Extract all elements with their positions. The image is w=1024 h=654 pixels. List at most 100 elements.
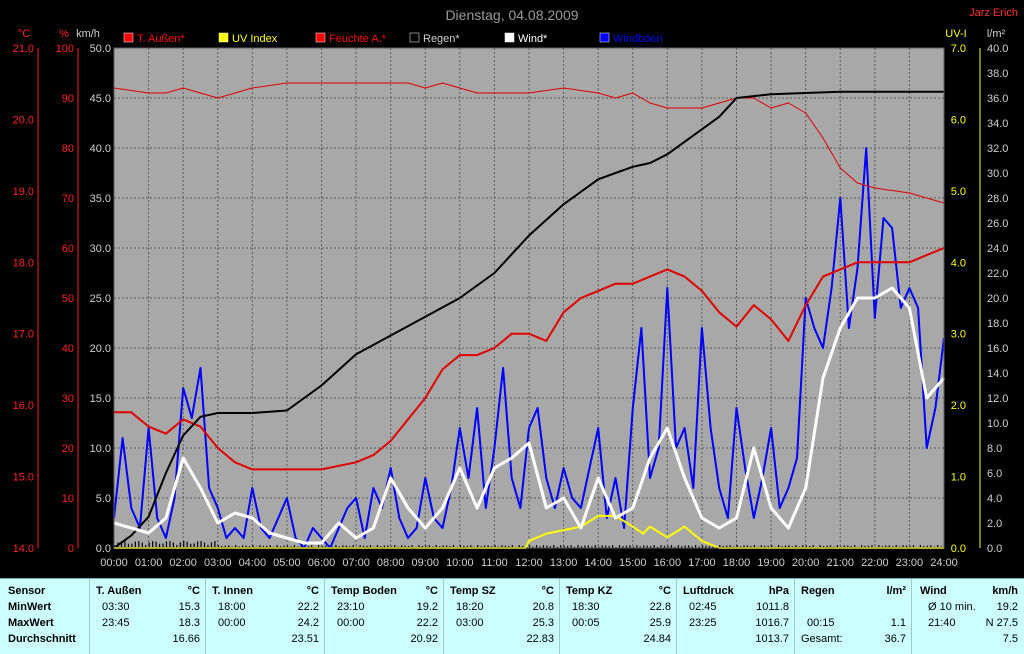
rain-interval-bar	[691, 546, 693, 548]
rain-axis-tick-label: 22.0	[987, 268, 1008, 280]
x-axis-tick-label: 13:00	[550, 557, 578, 569]
rain-interval-bar	[221, 545, 223, 548]
data-point	[459, 87, 461, 89]
stats-max-time: 23:45	[102, 617, 130, 629]
data-point	[562, 203, 565, 205]
rain-interval-bar	[176, 544, 178, 548]
stats-total-value: 36.7	[884, 633, 906, 645]
rain-axis-tick-label: 36.0	[987, 93, 1008, 105]
data-point	[355, 353, 357, 355]
rain-axis-tick-label: 28.0	[987, 193, 1008, 205]
rain-interval-bar	[311, 545, 313, 548]
wind-axis-tick-label: 50.0	[90, 43, 111, 55]
data-point	[147, 516, 150, 518]
data-point	[597, 427, 599, 429]
data-point	[874, 261, 876, 263]
rain-interval-bar	[712, 545, 714, 548]
rain-interval-bar	[688, 545, 690, 548]
rain-interval-bar	[795, 545, 797, 548]
data-point	[632, 507, 634, 509]
wind-axis-tick-label: 5.0	[96, 493, 111, 505]
data-point	[130, 534, 132, 537]
rain-interval-bar	[867, 545, 870, 548]
stats-max-value: 1016.7	[755, 617, 789, 629]
uv-axis-tick-label: 7.0	[951, 43, 966, 55]
rain-interval-bar	[764, 545, 766, 548]
rain-axis-tick-label: 32.0	[987, 143, 1008, 155]
data-point	[934, 407, 936, 409]
stats-avg-value: 22.83	[526, 633, 554, 645]
weather-chart: 21.020.019.018.017.016.015.014.010090807…	[12, 7, 1018, 569]
rain-interval-bar	[746, 545, 749, 548]
data-point	[649, 457, 651, 459]
rain-interval-bar	[421, 545, 423, 548]
data-point	[459, 297, 461, 299]
data-point	[338, 527, 340, 529]
rain-interval-bar	[210, 542, 213, 548]
data-point	[718, 102, 720, 104]
data-point	[251, 517, 253, 519]
data-point	[303, 542, 305, 544]
rain-axis-tick-label: 34.0	[987, 118, 1008, 130]
stats-max-time: 03:00	[456, 617, 484, 629]
rain-interval-bar	[155, 541, 157, 548]
data-point	[642, 533, 644, 535]
rain-axis-tick-label: 18.0	[987, 318, 1008, 330]
data-point	[320, 384, 323, 387]
rain-interval-bar	[663, 545, 666, 548]
rain-interval-bar	[477, 545, 479, 548]
temp-axis-tick-label: 19.0	[13, 186, 34, 198]
rain-interval-bar	[570, 545, 572, 548]
rain-interval-bar	[145, 544, 147, 548]
stats-column: Temp Boden °C 23:10 19.2 00:00 22.2 20.92	[325, 579, 444, 654]
rain-interval-bar	[601, 545, 603, 548]
rain-interval-bar	[695, 545, 697, 548]
rain-interval-bar	[549, 546, 551, 548]
stats-sensor-label: Sensor	[8, 585, 46, 597]
rain-interval-bar	[632, 546, 634, 548]
data-point	[312, 527, 314, 529]
rain-interval-bar	[383, 545, 385, 548]
data-point	[199, 416, 202, 418]
uv-axis-tick-label: 2.0	[951, 400, 966, 412]
stats-total-label: Gesamt:	[801, 633, 843, 645]
rain-interval-bar	[366, 545, 368, 548]
rain-interval-bar	[656, 546, 659, 548]
data-point	[926, 254, 928, 256]
humidity-axis-unit: %	[59, 28, 69, 40]
rain-interval-bar	[729, 545, 731, 548]
rain-interval-bar	[567, 545, 569, 548]
data-point	[441, 368, 444, 371]
stats-column-unit: °C	[425, 585, 438, 597]
data-point	[658, 447, 660, 449]
data-point	[874, 91, 876, 93]
rain-interval-bar	[937, 545, 939, 548]
legend-label: Windböen	[613, 33, 663, 45]
rain-interval-bar	[152, 541, 154, 548]
data-point	[182, 434, 184, 437]
data-point	[407, 82, 409, 84]
data-point	[632, 283, 634, 285]
stats-column: T. Innen °C 18:00 22.2 00:00 24.2 23.51	[206, 579, 325, 654]
data-point	[562, 529, 565, 531]
humidity-axis-tick-label: 40	[62, 343, 74, 355]
rain-interval-bar	[141, 542, 143, 548]
stats-column-name: Luftdruck	[683, 585, 734, 597]
x-axis-tick-label: 10:00	[446, 557, 474, 569]
data-point	[856, 261, 859, 263]
data-point	[649, 275, 651, 278]
data-point	[355, 537, 357, 539]
stats-column: Temp SZ °C 18:20 20.8 03:00 25.3 22.83	[444, 579, 560, 654]
rain-interval-bar	[708, 545, 711, 548]
stats-max-value: 18.3	[178, 617, 200, 629]
rain-interval-bar	[888, 545, 890, 548]
rain-interval-bar	[452, 545, 455, 548]
data-point	[502, 367, 504, 369]
temp-axis-tick-label: 17.0	[13, 329, 34, 341]
legend-label: Wind*	[518, 33, 548, 45]
data-point	[372, 454, 374, 456]
data-point	[874, 187, 876, 189]
data-point	[666, 107, 668, 109]
humidity-axis-tick-label: 0	[68, 543, 74, 555]
data-point	[718, 311, 720, 313]
